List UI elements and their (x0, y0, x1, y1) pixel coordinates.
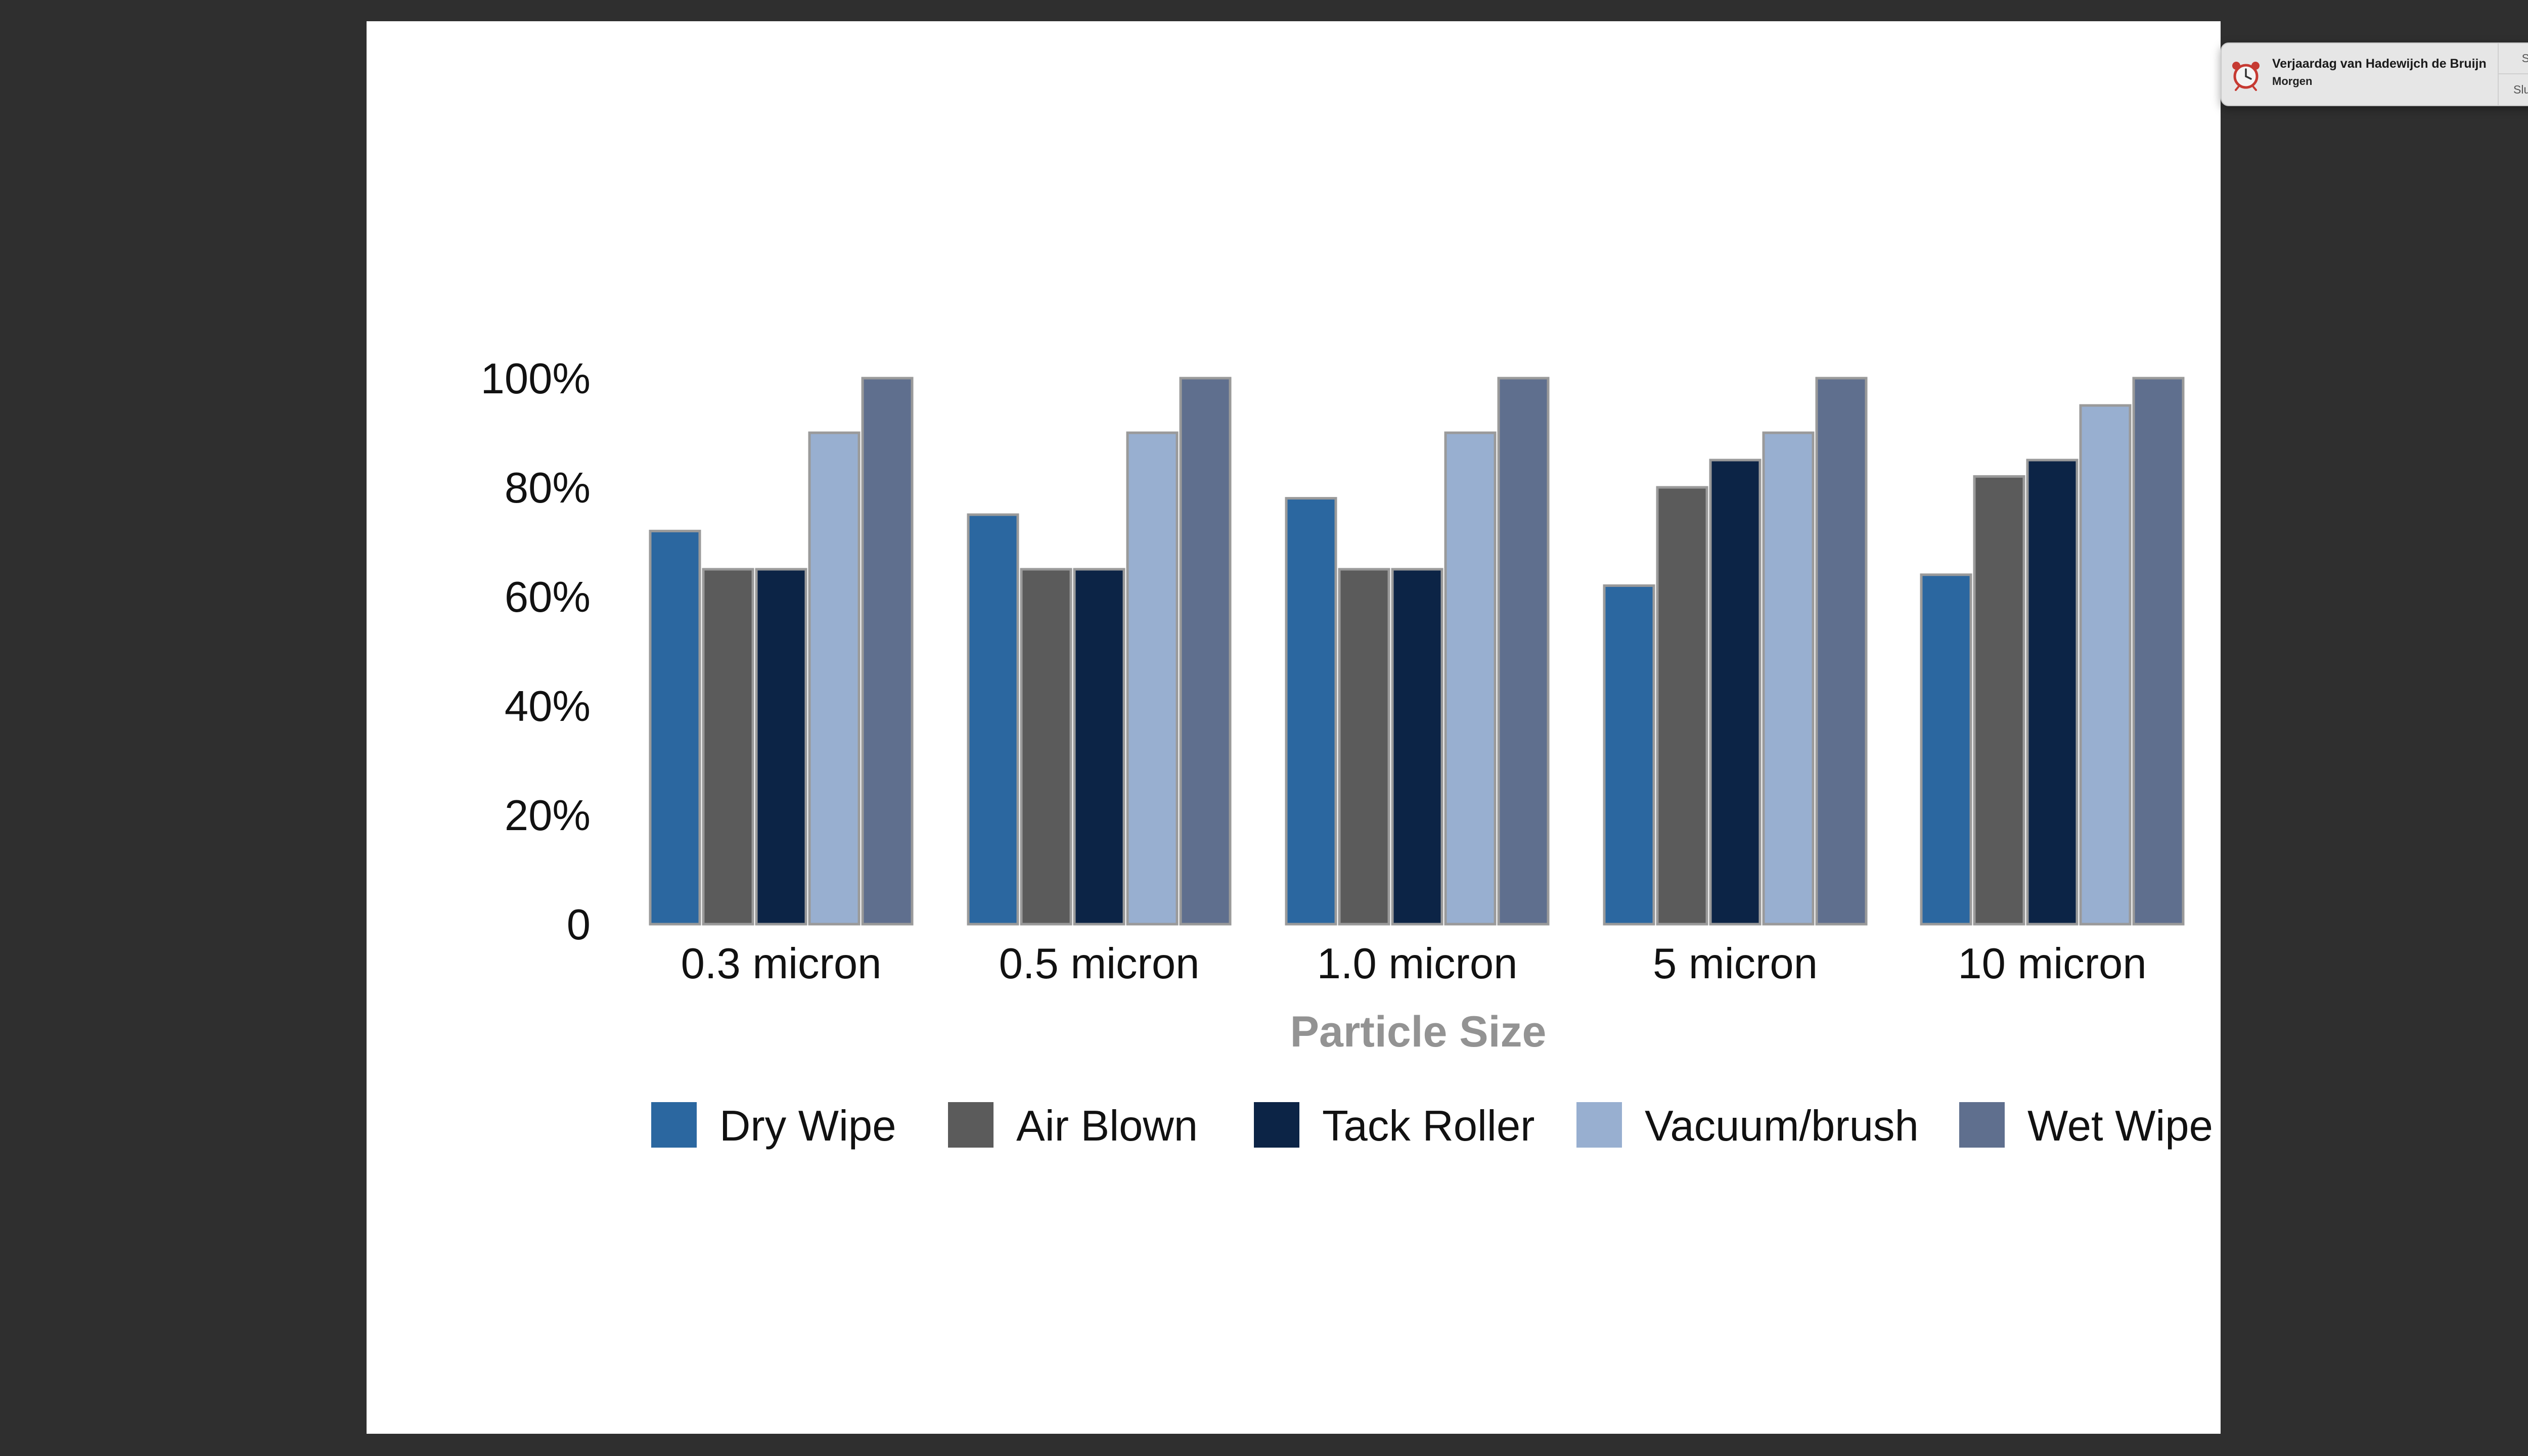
alarm-clock-icon (2232, 62, 2260, 91)
bar-wet-wipe-3 (1497, 377, 1550, 926)
legend-item: Air Blown (948, 1102, 1198, 1150)
legend-swatch (1959, 1102, 2005, 1148)
legend-item: Tack Roller (1254, 1102, 1534, 1150)
legend-label: Air Blown (1016, 1102, 1198, 1150)
bar-dry-wipe-3 (1285, 497, 1337, 926)
y-tick-label: 40% (505, 682, 591, 731)
bar-air-blown-3 (1338, 568, 1390, 926)
legend-swatch (948, 1102, 994, 1148)
bar-wet-wipe-2 (1179, 377, 1232, 926)
notification-title: Verjaardag van Hadewijch de Bruijn (2272, 57, 2487, 71)
bar-vacuum-brush-1 (808, 431, 861, 926)
y-tick-label: 0 (567, 901, 591, 949)
x-category-label: 5 micron (1653, 940, 1818, 988)
bar-dry-wipe-4 (1603, 584, 1655, 926)
legend-swatch (1576, 1102, 1622, 1148)
legend-label: Wet Wipe (2027, 1102, 2213, 1150)
y-tick-label: 60% (505, 573, 591, 621)
bar-wet-wipe-4 (1815, 377, 1868, 926)
legend-item: Vacuum/brush (1576, 1102, 1919, 1150)
legend-item: Dry Wipe (651, 1102, 896, 1150)
bar-wet-wipe-1 (861, 377, 914, 926)
bar-vacuum-brush-5 (2079, 404, 2132, 926)
legend-label: Tack Roller (1322, 1102, 1534, 1150)
notification-subtitle: Morgen (2272, 75, 2313, 87)
bar-tack-roller-5 (2026, 459, 2079, 926)
bar-dry-wipe-1 (649, 529, 701, 926)
x-axis-categories: 0.3 micron 0.5 micron 1.0 micron 5 micron 10… (681, 940, 2147, 988)
bar-dry-wipe-2 (967, 513, 1019, 926)
bars-layer (649, 377, 2185, 926)
x-category-label: 10 micron (1958, 940, 2146, 988)
legend: Dry Wipe Air Blown Tack Roller Vacuum/brush… (651, 1102, 2213, 1150)
legend-label: Dry Wipe (719, 1102, 896, 1150)
bar-vacuum-brush-2 (1126, 431, 1179, 926)
bar-vacuum-brush-4 (1762, 431, 1815, 926)
y-tick-label: 100% (481, 355, 591, 403)
bar-air-blown-1 (702, 568, 754, 926)
y-tick-label: 20% (505, 792, 591, 840)
bar-wet-wipe-5 (2132, 377, 2185, 926)
legend-label: Vacuum/brush (1645, 1102, 1919, 1150)
notification-actions: Sluit Sluimer (2498, 43, 2528, 105)
bar-air-blown-2 (1020, 568, 1072, 926)
snooze-button[interactable]: Sluimer (2513, 83, 2528, 96)
legend-item: Wet Wipe (1959, 1102, 2213, 1150)
calendar-notification[interactable]: Verjaardag van Hadewijch de Bruijn Morge… (2221, 42, 2528, 106)
bar-tack-roller-4 (1709, 459, 1762, 926)
bar-dry-wipe-5 (1920, 573, 1972, 926)
legend-swatch (1254, 1102, 1299, 1148)
close-button[interactable]: Sluit (2499, 43, 2528, 74)
bar-air-blown-4 (1656, 486, 1708, 926)
bar-tack-roller-3 (1391, 568, 1443, 926)
legend-swatch (651, 1102, 697, 1148)
bar-air-blown-5 (1973, 475, 2025, 926)
y-tick-label: 80% (505, 464, 591, 512)
x-category-label: 1.0 micron (1317, 940, 1518, 988)
x-category-label: 0.3 micron (681, 940, 882, 988)
y-axis-ticks: 0 20% 40% 60% 80% 100% (481, 355, 591, 949)
bar-vacuum-brush-3 (1444, 431, 1497, 926)
x-axis-title: Particle Size (1290, 1008, 1547, 1056)
x-category-label: 0.5 micron (999, 940, 1200, 988)
bar-tack-roller-2 (1073, 568, 1125, 926)
bar-tack-roller-1 (755, 568, 807, 926)
